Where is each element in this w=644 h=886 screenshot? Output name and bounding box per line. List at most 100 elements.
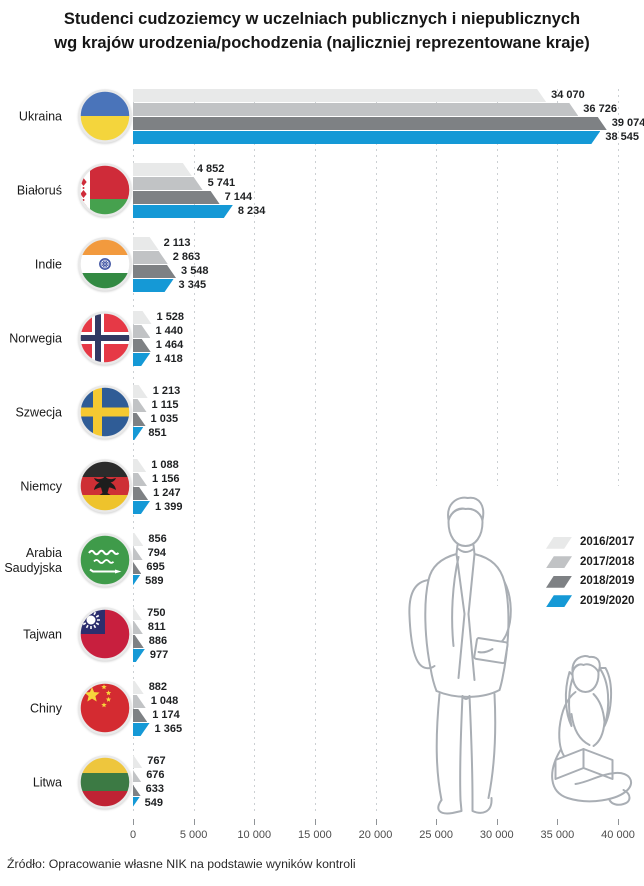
country-label: Chiny <box>30 701 62 715</box>
value-label: 1 418 <box>155 353 183 365</box>
bar-2019-2020 <box>133 353 150 366</box>
country-label: Arabia Saudyjska <box>4 545 62 575</box>
flag-lithuania-icon <box>77 754 133 810</box>
bar-2017-2018 <box>133 177 203 190</box>
gridline <box>314 89 316 812</box>
country-label: Litwa <box>32 775 62 789</box>
flag-germany-icon <box>77 458 133 514</box>
bar-2016-2017 <box>133 755 142 768</box>
bar-2017-2018 <box>133 769 141 782</box>
flag-belarus-icon <box>77 162 133 218</box>
country-row-ukraine: Ukraina 34 070 36 726 39 074 38 545 <box>0 89 644 144</box>
sitting-student-illustration <box>551 655 632 806</box>
legend-swatch <box>546 556 572 569</box>
value-label: 1 035 <box>150 413 179 425</box>
country-label: Ukraina <box>18 109 62 123</box>
country-label: Tajwan <box>23 627 62 641</box>
value-label: 676 <box>146 769 165 781</box>
x-axis-tick-label: 5 000 <box>179 829 208 841</box>
bar-2016-2017 <box>133 385 148 398</box>
bar-2016-2017 <box>133 607 142 620</box>
bar-2017-2018 <box>133 325 150 338</box>
value-label: 4 852 <box>196 163 225 175</box>
flag-india-icon <box>77 236 133 292</box>
country-row-china: Chiny 882 1 048 1 174 1 365 <box>0 681 644 736</box>
value-label: 36 726 <box>583 103 617 115</box>
value-label: 977 <box>149 649 169 661</box>
gridline <box>375 89 377 812</box>
x-axis-tick <box>254 819 256 825</box>
bar-2018-2019 <box>133 561 141 574</box>
country-row-taiwan: Tajwan 750 811 886 977 <box>0 607 644 662</box>
value-label: 38 545 <box>605 131 639 143</box>
bar-2016-2017 <box>133 89 546 102</box>
country-row-norway: Norwegia 1 528 1 440 1 464 1 418 <box>0 311 644 366</box>
value-label: 1 174 <box>152 709 180 721</box>
value-label: 7 144 <box>224 191 253 203</box>
bar-2017-2018 <box>133 547 143 560</box>
flag-sweden-icon <box>77 384 133 440</box>
flag-ukraine-icon <box>77 88 133 144</box>
gridline <box>254 89 256 812</box>
bar-2017-2018 <box>133 621 143 634</box>
legend-swatch <box>546 595 572 608</box>
bar-2018-2019 <box>133 487 148 500</box>
country-row-belarus: Białoruś 4 852 5 741 7 144 8 234 <box>0 163 644 218</box>
chart-title-line1: Studenci cudzoziemcy w uczelniach public… <box>63 10 581 28</box>
value-label: 1 088 <box>151 459 179 471</box>
bar-2019-2020 <box>133 427 143 440</box>
flag-saudi-arabia-icon <box>77 532 133 588</box>
bar-2018-2019 <box>133 783 141 796</box>
value-label: 750 <box>147 607 166 619</box>
bar-2019-2020 <box>133 649 145 662</box>
country-row-lithuania: Litwa 767 676 633 549 <box>0 755 644 810</box>
value-label: 1 365 <box>154 723 183 735</box>
value-label: 1 213 <box>152 385 181 397</box>
value-label: 1 440 <box>155 325 183 337</box>
bar-2017-2018 <box>133 251 168 264</box>
legend-label: 2019/2020 <box>580 594 635 607</box>
value-label: 5 741 <box>207 177 236 189</box>
country-row-sweden: Szwecja 1 213 1 115 1 035 851 <box>0 385 644 440</box>
value-label: 1 115 <box>151 399 179 411</box>
bar-2017-2018 <box>133 473 147 486</box>
value-label: 886 <box>148 635 168 647</box>
legend-label: 2017/2018 <box>580 555 635 568</box>
x-axis-tick-label: 20 000 <box>358 829 393 841</box>
flag-norway-icon <box>77 310 133 366</box>
value-label: 1 156 <box>152 473 180 485</box>
gridline <box>133 89 134 812</box>
legend-swatch <box>546 575 572 588</box>
x-axis-tick-label: 10 000 <box>237 829 272 841</box>
value-label: 767 <box>147 755 166 767</box>
x-axis-tick <box>496 819 498 825</box>
country-label: Białoruś <box>16 183 62 197</box>
bar-2016-2017 <box>133 459 146 472</box>
x-axis-tick <box>618 819 619 825</box>
chart-title: Studenci cudzoziemcy w uczelniach public… <box>0 7 644 55</box>
legend-item-2017-2018: 2017/2018 <box>546 556 634 570</box>
flag-taiwan-icon <box>77 606 133 662</box>
country-label: Szwecja <box>15 405 62 419</box>
legend-label: 2016/2017 <box>580 536 635 549</box>
value-label: 39 074 <box>611 117 644 129</box>
bar-2017-2018 <box>133 103 578 116</box>
value-label: 882 <box>148 681 168 693</box>
bar-2016-2017 <box>133 681 144 694</box>
x-axis-tick-label: 40 000 <box>601 829 635 841</box>
bar-2016-2017 <box>133 311 152 324</box>
value-label: 794 <box>147 547 166 559</box>
value-label: 811 <box>147 621 166 633</box>
x-axis-tick <box>436 819 438 825</box>
flag-china-icon <box>77 680 133 736</box>
x-axis-tick <box>557 819 559 825</box>
x-axis-tick <box>193 819 195 825</box>
legend-item-2016-2017: 2016/2017 <box>546 536 634 550</box>
value-label: 549 <box>144 797 164 809</box>
gridline <box>193 89 195 812</box>
value-label: 34 070 <box>551 89 585 101</box>
country-row-india: Indie 2 113 2 863 3 548 3 345 <box>0 237 644 292</box>
x-axis-tick <box>133 819 134 825</box>
value-label: 2 113 <box>163 237 191 249</box>
country-row-germany: Niemcy 1 088 1 156 1 247 1 399 <box>0 459 644 514</box>
